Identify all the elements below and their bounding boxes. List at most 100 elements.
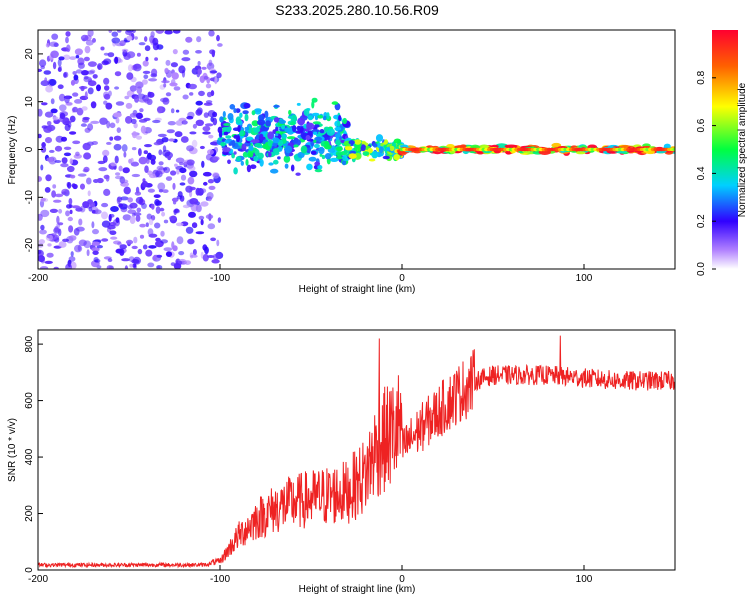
spectrogram-cell	[209, 70, 218, 74]
spectrogram-cell	[126, 51, 136, 59]
spectrogram-cell	[51, 33, 59, 40]
spectrogram-cell	[206, 62, 215, 71]
spectrogram-cell	[306, 122, 315, 130]
spectrogram-cell	[92, 250, 99, 255]
spectrogram-cell	[186, 145, 194, 152]
spectrogram-cell	[257, 119, 266, 126]
spectrogram-cell	[227, 113, 234, 121]
spectrogram-cell	[297, 151, 305, 159]
spectrogram-cell	[201, 160, 205, 168]
spectrogram-cell	[132, 131, 137, 139]
spectrogram-cell	[88, 206, 93, 212]
spectrogram-cell	[110, 161, 117, 167]
spectrogram-cell	[313, 131, 318, 135]
x-tick-label: 100	[576, 273, 593, 284]
spectrogram-cell	[145, 158, 150, 165]
spectrogram-cell	[375, 134, 384, 142]
spectrogram-cell	[154, 222, 161, 229]
spectrogram-cell	[182, 49, 190, 55]
spectrogram-cell	[190, 203, 199, 212]
spectrogram-cell	[161, 211, 166, 217]
spectrogram-cell	[178, 251, 185, 256]
spectrogram-cell	[138, 156, 148, 165]
spectrogram-cell	[233, 108, 237, 114]
spectrogram-cell	[100, 46, 105, 51]
spectrogram-cell	[84, 91, 88, 99]
spectrogram-cell	[181, 57, 191, 62]
spectrogram-cell	[317, 164, 323, 170]
spectrogram-cell	[53, 266, 59, 269]
spectrogram-cell	[211, 49, 215, 58]
spectrogram-cell	[38, 249, 42, 255]
spectrogram-cell	[92, 74, 98, 79]
spectrogram-cell	[64, 95, 70, 104]
spectrogram-cell	[41, 142, 46, 148]
spectrogram-cell	[182, 94, 189, 100]
spectrogram-cell	[144, 165, 149, 173]
spectrogram-cell	[150, 73, 158, 78]
spectrogram-cell	[106, 265, 113, 269]
spectrogram-cell	[169, 82, 178, 87]
colorbar: 0.0 0.2 0.4 0.6 0.8 Normalized spectral ampl…	[696, 30, 748, 276]
snr-frame	[37, 329, 676, 571]
spectrogram-cell	[197, 68, 202, 75]
spectrogram-cell	[138, 119, 148, 123]
spectrogram-cell	[62, 238, 70, 242]
spectrogram-cell	[360, 144, 367, 152]
spectrogram-cell	[113, 112, 122, 118]
spectrogram-cell	[152, 119, 161, 124]
spectrogram-cell	[130, 157, 134, 163]
spectrogram-cell	[126, 72, 134, 80]
spectrogram-cell	[198, 215, 205, 220]
spectrogram-cell	[114, 86, 120, 90]
spectrogram-cell	[212, 156, 220, 161]
y-tick-label: 800	[24, 335, 35, 352]
spectrogram-cell	[113, 143, 122, 151]
spectrogram-cell	[134, 95, 140, 103]
spectrogram-cell	[140, 125, 146, 134]
spectrogram-cell	[115, 248, 123, 254]
spectrogram-cell	[38, 68, 43, 72]
spectrogram-cell	[156, 165, 164, 171]
spectrogram-cell	[177, 191, 183, 198]
spectrogram-cell	[139, 196, 143, 205]
spectrogram-cell	[107, 225, 116, 230]
spectrogram-cell	[163, 247, 173, 252]
spectrogram-cell	[321, 154, 326, 160]
spectrogram-cell	[67, 165, 75, 173]
spectrogram-cell	[72, 140, 81, 145]
spectrogram-cell	[94, 259, 101, 263]
spectrogram-cell	[45, 43, 50, 48]
spectrogram-cell	[296, 125, 301, 131]
spectrogram-cell	[114, 175, 124, 180]
spectrogram-cell	[129, 85, 137, 92]
spectrogram-cell	[324, 153, 332, 160]
spectrogram-cell	[77, 62, 85, 69]
spectrogram-cell	[153, 254, 157, 262]
spectrogram-cell	[389, 145, 395, 152]
spectrogram-cell	[305, 135, 311, 140]
spectrogram-cell	[63, 146, 72, 150]
spectrogram-cell	[44, 111, 54, 118]
spectrogram-cell	[91, 247, 100, 252]
spectrogram-cell	[277, 156, 281, 160]
snr-y-ticks: 0 200 400 600 800	[24, 335, 43, 573]
spectrogram-cell	[212, 172, 220, 179]
spectrogram-cell	[188, 83, 198, 90]
spectrogram-cell	[200, 188, 207, 193]
spectrogram-cell	[293, 144, 299, 148]
spectrogram-cell	[319, 129, 325, 134]
spectrogram-cell	[133, 122, 138, 129]
spectrogram-cell	[207, 179, 214, 184]
spectrogram-cell	[154, 57, 159, 61]
spectrogram-cell	[72, 106, 78, 113]
spectrogram-cell	[114, 56, 119, 64]
spectrogram-cell	[168, 138, 175, 142]
spectrogram-cell	[273, 117, 280, 123]
spectrogram-cell	[224, 139, 229, 144]
spectrogram-cell	[348, 140, 355, 145]
spectrogram-cell	[165, 251, 173, 257]
spectrogram-cell	[49, 208, 59, 213]
spectrogram-cell	[335, 155, 343, 160]
